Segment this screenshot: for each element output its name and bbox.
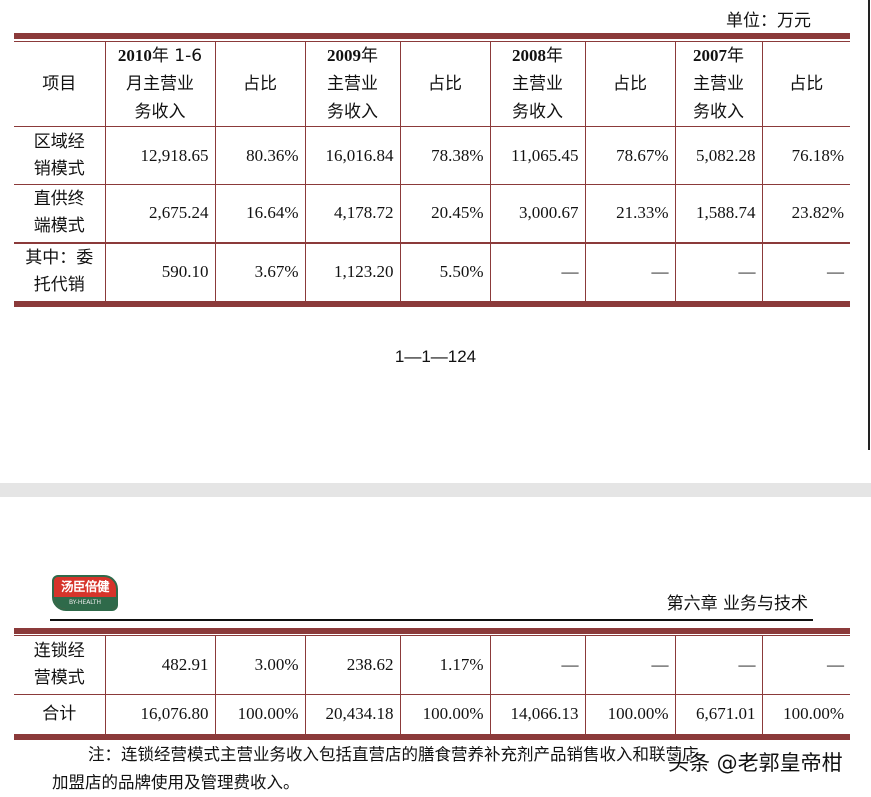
header-2010-share: 占比 xyxy=(214,42,306,127)
table-top-rule xyxy=(14,33,850,39)
cell: 590.10 xyxy=(104,242,216,301)
table-bottom-rule xyxy=(14,301,850,307)
row-label: 合计 xyxy=(14,693,106,734)
cell: 20.45% xyxy=(399,184,491,243)
cell: — xyxy=(584,636,676,694)
header-2007-revenue: 2007年 主营业 务收入 xyxy=(674,42,763,127)
table-row: 区域经 销模式 12,918.65 80.36% 16,016.84 78.38%… xyxy=(14,126,850,185)
cell: 3.67% xyxy=(214,242,306,301)
cell: 3,000.67 xyxy=(489,184,586,243)
cell: 100.00% xyxy=(584,693,676,734)
cell: 78.67% xyxy=(584,126,676,185)
page-edge xyxy=(868,0,870,450)
cell: 21.33% xyxy=(584,184,676,243)
header-2008-revenue: 2008年 主营业 务收入 xyxy=(489,42,586,127)
note-line-2: 加盟店的品牌使用及管理费收入。 xyxy=(52,773,300,792)
cell: — xyxy=(674,242,763,301)
row-label: 连锁经 营模式 xyxy=(14,636,106,694)
cell: 14,066.13 xyxy=(489,693,586,734)
header-item: 项目 xyxy=(14,42,106,127)
cell: — xyxy=(674,636,763,694)
table-header-row: 项目 2010年 1-6 月主营业 务收入 占比 2009年 主营业 务收入 占… xyxy=(14,42,850,127)
cell: — xyxy=(584,242,676,301)
row-label: 其中：委 托代销 xyxy=(14,242,106,301)
cell: 76.18% xyxy=(761,126,850,185)
table-row: 其中：委 托代销 590.10 3.67% 1,123.20 5.50% — — … xyxy=(14,242,850,301)
table-row-total: 合计 16,076.80 100.00% 20,434.18 100.00% 1… xyxy=(14,693,850,734)
note-line-1: 注：连锁经营模式主营业务收入包括直营店的膳食营养补充剂产品销售收入和联营店、 xyxy=(88,745,715,764)
page-number: 1—1—124 xyxy=(394,347,477,366)
header-2010-revenue: 2010年 1-6 月主营业 务收入 xyxy=(104,42,216,127)
revenue-table-continued: 连锁经 营模式 482.91 3.00% 238.62 1.17% — — — —… xyxy=(14,636,850,734)
cell: 11,065.45 xyxy=(489,126,586,185)
cell: 6,671.01 xyxy=(674,693,763,734)
cell: 5,082.28 xyxy=(674,126,763,185)
cell: — xyxy=(489,242,586,301)
cell: 80.36% xyxy=(214,126,306,185)
chapter-title: 第六章 业务与技术 xyxy=(666,594,808,614)
watermark: 头条 @老郭皇帝柑 xyxy=(668,751,843,775)
cell: 100.00% xyxy=(214,693,306,734)
cell: — xyxy=(489,636,586,694)
cell: 100.00% xyxy=(399,693,491,734)
cell: 16,076.80 xyxy=(104,693,216,734)
header-2008-share: 占比 xyxy=(584,42,676,127)
header-2007-share: 占比 xyxy=(761,42,850,127)
page-separator xyxy=(0,483,871,497)
document-page-2: 汤臣倍健 BY-HEALTH 第六章 业务与技术 连锁经 营模式 482.91 3… xyxy=(0,497,871,793)
document-page-1: 单位：万元 项目 2010年 1-6 月主营业 务收入 占比 2009年 主营业… xyxy=(14,0,870,450)
table-top-thin-rule xyxy=(14,41,850,42)
row-label: 直供终 端模式 xyxy=(14,184,106,243)
cell: 20,434.18 xyxy=(304,693,401,734)
header-rule xyxy=(50,619,813,621)
revenue-table: 项目 2010年 1-6 月主营业 务收入 占比 2009年 主营业 务收入 占… xyxy=(14,42,850,301)
header-2009-share: 占比 xyxy=(399,42,491,127)
cell: — xyxy=(761,636,850,694)
cell: 78.38% xyxy=(399,126,491,185)
header-2009-revenue: 2009年 主营业 务收入 xyxy=(304,42,401,127)
cell: 100.00% xyxy=(761,693,850,734)
table-top-thin-rule xyxy=(14,635,850,636)
company-logo: 汤臣倍健 BY-HEALTH xyxy=(52,575,118,611)
row-label: 区域经 销模式 xyxy=(14,126,106,185)
table-bottom-rule xyxy=(14,734,850,740)
cell: 1,588.74 xyxy=(674,184,763,243)
cell: 238.62 xyxy=(304,636,401,694)
cell: 2,675.24 xyxy=(104,184,216,243)
cell: 4,178.72 xyxy=(304,184,401,243)
cell: 23.82% xyxy=(761,184,850,243)
cell: 12,918.65 xyxy=(104,126,216,185)
table-row: 直供终 端模式 2,675.24 16.64% 4,178.72 20.45% 3… xyxy=(14,184,850,243)
cell: 482.91 xyxy=(104,636,216,694)
unit-label: 单位：万元 xyxy=(726,11,811,31)
cell: 16,016.84 xyxy=(304,126,401,185)
cell: 1.17% xyxy=(399,636,491,694)
cell: 5.50% xyxy=(399,242,491,301)
table-top-rule xyxy=(14,628,850,634)
cell: 1,123.20 xyxy=(304,242,401,301)
cell: 16.64% xyxy=(214,184,306,243)
cell: — xyxy=(761,242,850,301)
cell: 3.00% xyxy=(214,636,306,694)
table-row: 连锁经 营模式 482.91 3.00% 238.62 1.17% — — — — xyxy=(14,636,850,694)
